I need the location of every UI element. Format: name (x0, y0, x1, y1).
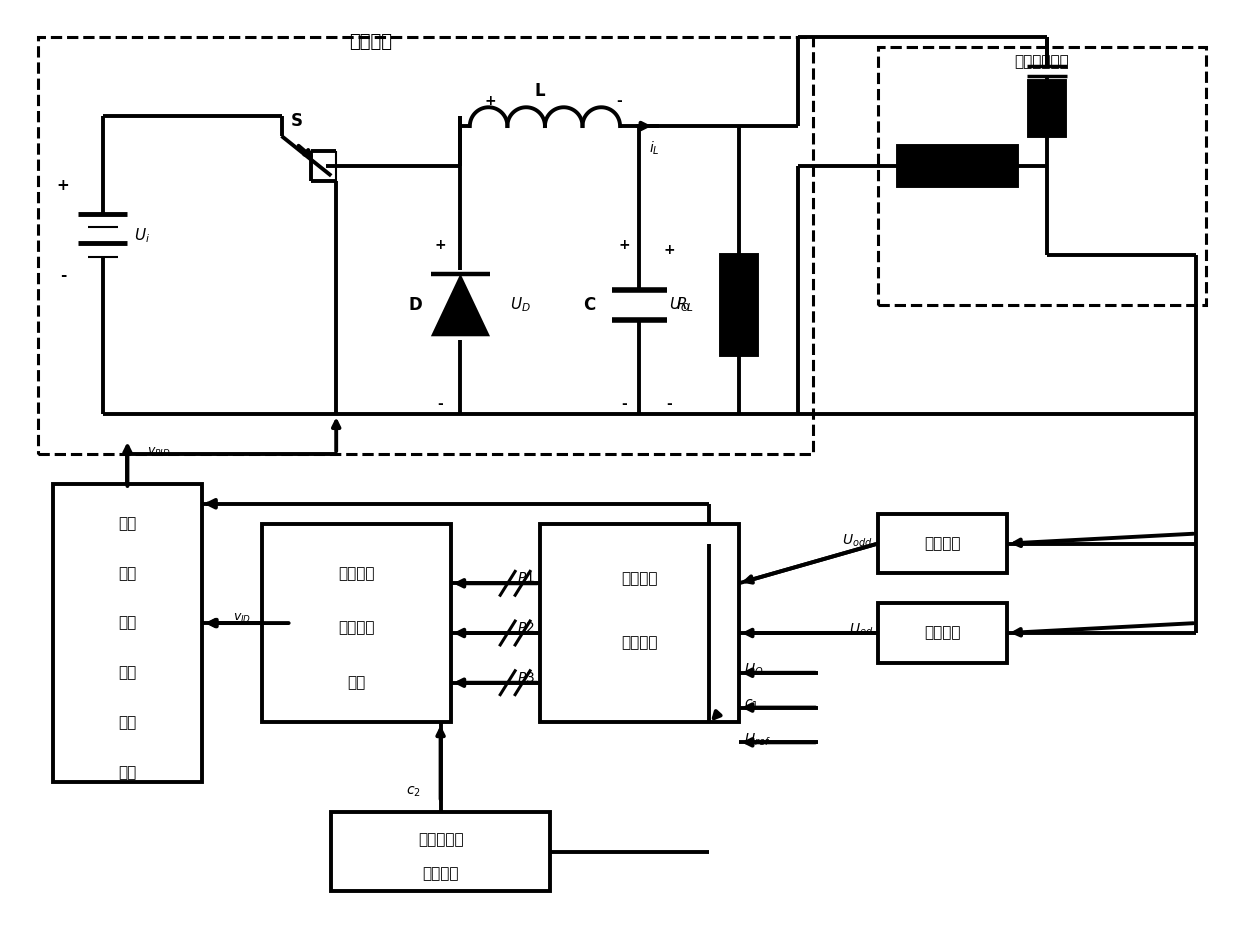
Text: +: + (484, 94, 496, 108)
Text: $U_{odd}$: $U_{odd}$ (843, 532, 873, 549)
Text: 电阻分压网络: 电阻分压网络 (1015, 54, 1069, 69)
Text: $v_{PID}$: $v_{PID}$ (147, 446, 171, 459)
Text: L: L (535, 82, 545, 100)
Text: -: - (622, 397, 627, 411)
Text: $v_{ID}$: $v_{ID}$ (233, 612, 252, 625)
Text: -: - (59, 268, 66, 283)
Text: $c_1$: $c_1$ (743, 698, 758, 712)
Text: -: - (667, 397, 672, 411)
Text: $U_{ref}$: $U_{ref}$ (743, 731, 771, 747)
Text: S: S (290, 112, 302, 130)
Text: 积分: 积分 (118, 566, 136, 581)
Text: -: - (617, 94, 622, 108)
Text: $U_i$: $U_i$ (134, 226, 150, 245)
Text: 环节: 环节 (118, 765, 136, 780)
Text: 比例: 比例 (118, 517, 136, 531)
Text: 移相锯齿波: 移相锯齿波 (418, 832, 463, 847)
Text: $R_L$: $R_L$ (676, 296, 694, 315)
Text: $U_{ed}$: $U_{ed}$ (849, 622, 873, 638)
Bar (878, 47, 1206, 305)
Text: +: + (57, 178, 69, 193)
Text: $P3$: $P3$ (517, 671, 535, 685)
Text: $c_2$: $c_2$ (406, 785, 421, 800)
Text: -: - (437, 397, 444, 411)
Text: 延时环节: 延时环节 (924, 536, 960, 551)
Text: 误差脉冲: 误差脉冲 (621, 571, 658, 586)
Text: D: D (409, 296, 422, 314)
Text: $U_O$: $U_O$ (743, 661, 763, 678)
Text: 延时环节: 延时环节 (924, 626, 960, 641)
Text: +: + (663, 243, 675, 257)
Text: $P1$: $P1$ (517, 572, 535, 586)
Bar (38, 36, 813, 454)
Text: C: C (584, 296, 596, 314)
Text: 脉冲: 脉冲 (118, 665, 136, 680)
Text: 环节: 环节 (347, 675, 366, 690)
Text: $U_O$: $U_O$ (669, 296, 690, 315)
Bar (898, 146, 1017, 186)
Text: 功率电路: 功率电路 (349, 33, 393, 50)
Text: 微分: 微分 (118, 616, 136, 630)
Text: 产生环节: 产生环节 (621, 635, 658, 650)
Text: $i_L$: $i_L$ (649, 139, 659, 157)
Bar (331, 812, 550, 891)
Bar (53, 484, 202, 782)
Bar (721, 255, 757, 355)
Bar (261, 524, 451, 723)
Polygon shape (431, 274, 491, 336)
Text: +: + (435, 238, 446, 252)
Text: 积分微分: 积分微分 (338, 566, 374, 581)
Text: 组合: 组合 (118, 715, 136, 730)
Text: +: + (618, 238, 631, 252)
Text: $P2$: $P2$ (517, 621, 535, 635)
Text: 产生环节: 产生环节 (422, 867, 458, 882)
Text: $U_D$: $U_D$ (510, 296, 532, 315)
Bar (878, 514, 1007, 573)
Bar (878, 603, 1007, 663)
Bar (540, 524, 738, 723)
Bar (1030, 81, 1064, 136)
Text: 脉冲产生: 脉冲产生 (338, 620, 374, 635)
